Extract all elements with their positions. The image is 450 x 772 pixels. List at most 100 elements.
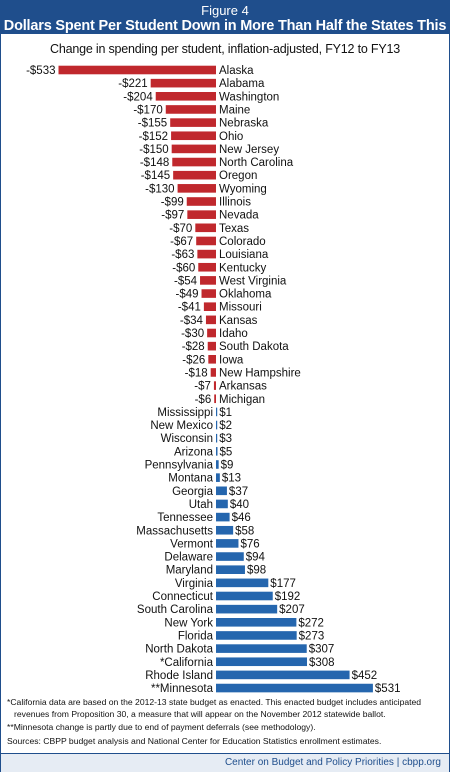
bar-michigan [214,394,216,404]
category-label: Louisiana [219,249,269,261]
category-label: Alaska [219,65,254,77]
figure-header: Figure 4 Dollars Spent Per Student Down … [1,1,449,50]
category-label: Tennessee [157,512,213,524]
category-label: Kansas [219,315,258,327]
category-label: North Carolina [219,157,294,169]
category-label: *California [160,657,214,669]
value-label: -$221 [118,78,147,90]
bar-maine [165,105,216,114]
category-label: New Jersey [219,144,279,156]
value-label: -$148 [140,157,169,169]
value-label: $273 [299,630,325,642]
bar-florida [216,631,297,640]
value-label: $192 [275,591,301,603]
category-label: New York [164,617,213,629]
category-label: Mississippi [157,407,213,419]
bar-north-carolina [172,157,216,167]
bar-missouri [203,302,216,311]
category-label: Michigan [219,394,265,406]
category-label: Iowa [219,354,244,366]
bar-virginia [216,578,269,588]
value-label: $94 [246,552,266,564]
chart-title: Change in spending per student, inflatio… [50,42,400,56]
value-label: -$28 [182,341,205,353]
value-label: -$130 [145,183,174,195]
value-label: $76 [240,538,259,550]
bar-new-jersey [171,144,216,154]
value-label: -$97 [161,210,184,222]
bar-montana [216,473,220,482]
bar-wisconsin [216,433,218,443]
value-label: -$26 [182,354,205,366]
value-label: -$63 [171,249,194,261]
category-label: North Dakota [145,644,213,656]
category-label: Washington [219,91,279,103]
bar-oregon [173,170,216,180]
category-label: South Dakota [219,341,289,353]
bar-maryland [216,565,245,574]
category-label: Arkansas [219,381,267,393]
bar-alaska [58,65,216,75]
bar-delaware [216,552,244,561]
value-label: -$34 [180,315,204,327]
bar-massachusetts [216,525,234,535]
value-label: $1 [219,407,232,419]
bar-new-mexico [216,420,218,430]
value-label: -$99 [161,197,184,209]
bar-mississippi [216,407,218,417]
bar-arkansas [213,381,216,390]
bar-arizona [216,447,218,456]
figure-title: Dollars Spent Per Student Down in More T… [3,18,447,50]
bar-pennsylvania [216,460,219,469]
value-label: $272 [298,617,324,629]
category-label: Georgia [172,486,214,498]
bar-washington [155,92,216,101]
category-label: West Virginia [219,275,287,287]
bar-alabama [150,78,216,88]
value-label: -$6 [195,394,212,406]
value-label: -$49 [175,289,198,301]
category-label: Massachusetts [136,525,213,537]
sources-note: Sources: CBPP budget analysis and Nation… [7,735,382,746]
bar-north-dakota [216,644,307,653]
category-label: Arizona [174,446,214,458]
value-label: $9 [221,460,234,472]
category-label: Vermont [170,538,214,550]
category-label: Nevada [219,210,259,222]
value-label: $98 [247,565,266,577]
notes-section: *California data are based on the 2012-1… [7,697,445,749]
bar-idaho [207,328,216,338]
value-label: $207 [279,604,305,616]
value-label: -$152 [139,131,168,143]
category-label: Nebraska [219,118,269,130]
bar-colorado [196,236,216,246]
bar-new-york [216,618,297,627]
category-label: New Mexico [150,420,213,432]
category-label: Kentucky [219,262,267,274]
value-label: $307 [309,644,335,656]
value-label: $5 [219,446,232,458]
category-label: Connecticut [152,591,214,603]
bar-south-carolina [216,604,278,614]
value-label: -$70 [169,223,192,235]
category-label: Idaho [219,328,248,340]
value-label: $531 [375,683,401,695]
bar-illinois [186,197,216,206]
note-minnesota: **Minnesota change is partly due to end … [7,722,316,732]
value-label: -$150 [139,144,168,156]
bar-new-hampshire [210,368,216,377]
value-label: $177 [270,578,296,590]
bar-texas [195,223,216,233]
footer-credit: Center on Budget and Policy Priorities |… [224,757,441,768]
value-label: -$7 [194,381,211,393]
bar-kentucky [198,262,216,272]
value-label: $13 [222,473,241,485]
bar-louisiana [197,249,216,259]
bar-south-dakota [207,341,216,351]
bar-vermont [216,539,239,548]
category-label: Rhode Island [145,670,213,682]
value-label: -$145 [141,170,170,182]
category-label: Maryland [166,565,213,577]
category-label: Pennsylvania [145,460,214,472]
bar-connecticut [216,591,273,601]
